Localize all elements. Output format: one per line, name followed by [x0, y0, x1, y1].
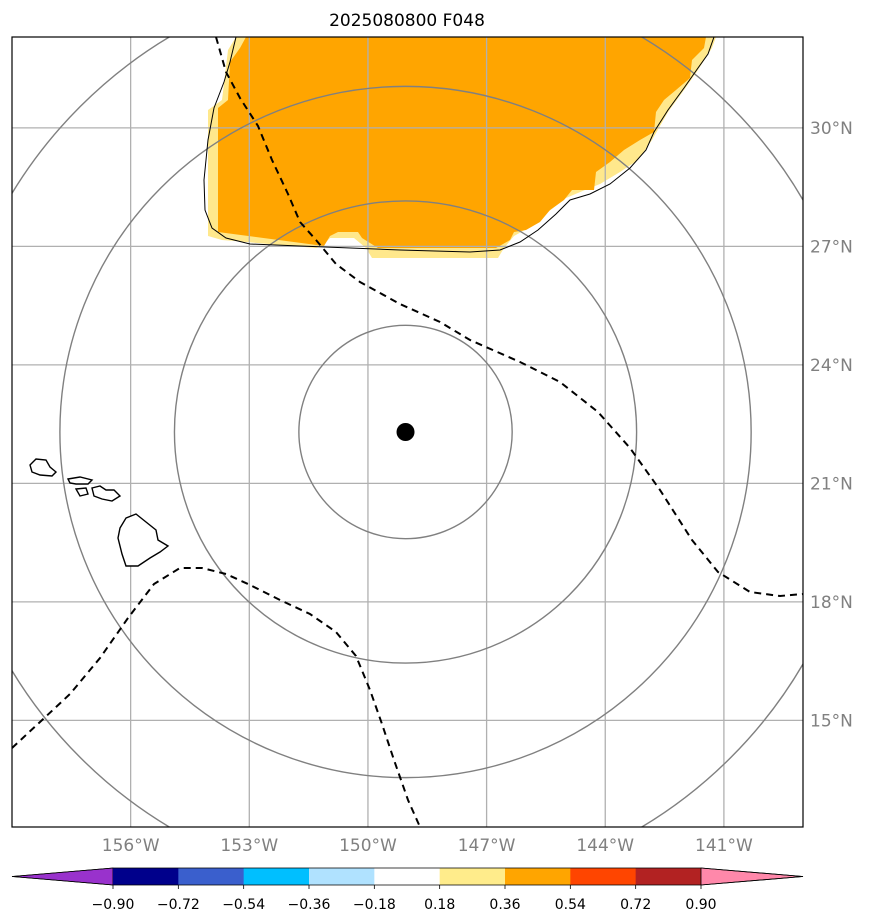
colorbar-tick-label: 0.18: [424, 897, 455, 913]
longitude-label: 147°W: [458, 836, 516, 856]
colorbar-tick-label: −0.90: [92, 897, 135, 913]
map-plot-area: [12, 37, 803, 827]
latitude-label: 24°N: [810, 356, 853, 376]
colorbar: −0.90 −0.72 −0.54 −0.36 −0.18 0.18 0.36 0.54 0.7…: [11, 867, 804, 913]
latitude-label: 30°N: [810, 119, 853, 139]
storm-center-marker: [396, 423, 415, 441]
colorbar-segment: [635, 868, 702, 885]
colorbar-segment: [113, 868, 179, 885]
dashed-contour-north: [215, 37, 803, 598]
latitude-label: 21°N: [810, 474, 853, 494]
longitude-label: 156°W: [102, 836, 160, 856]
longitude-label: 141°W: [695, 836, 753, 856]
colorbar-tick-label: −0.18: [353, 897, 396, 913]
range-ring: [298, 324, 513, 540]
longitude-label: 144°W: [576, 836, 634, 856]
colorbar-segment: [570, 868, 637, 885]
big-island: [117, 513, 170, 567]
colorbar-tick-label: −0.54: [222, 897, 265, 913]
longitude-tick-labels: 156°W 153°W 150°W 147°W 144°W 141°W: [102, 836, 753, 856]
latitude-label: 15°N: [810, 711, 853, 731]
colorbar-segment: [178, 868, 245, 885]
longitude-label: 150°W: [339, 836, 397, 856]
latitude-tick-labels: 30°N 27°N 24°N 21°N 18°N 15°N: [810, 119, 853, 731]
latitude-label: 27°N: [810, 237, 853, 257]
colorbar-segment: [439, 868, 506, 885]
colorbar-tick-label: −0.36: [288, 897, 331, 913]
graticule: [12, 37, 803, 827]
field-boundary-contour: [203, 37, 715, 253]
hawaii-coastline: [29, 458, 170, 567]
map-frame: [11, 36, 804, 828]
kauai-island: [29, 458, 58, 477]
colorbar-segment: [309, 868, 375, 885]
colorbar-tick-label: 0.72: [620, 897, 651, 913]
range-ring: [59, 85, 752, 779]
maui-county-islands: [74, 485, 122, 502]
colorbar-tick-label: 0.36: [489, 897, 520, 913]
colorbar-segment: [243, 868, 310, 885]
field-core-shading: [218, 37, 706, 248]
colorbar-tick-label: 0.90: [685, 897, 716, 913]
colorbar-extend-low: [11, 867, 114, 886]
colorbar-tick-label: −0.72: [157, 897, 200, 913]
colorbar-tick-label: 0.54: [555, 897, 586, 913]
longitude-label: 153°W: [220, 836, 278, 856]
oahu-island: [66, 476, 94, 485]
colorbar-segment: [374, 868, 441, 885]
colorbar-segment: [505, 868, 571, 885]
map-title: 2025080800 F048: [329, 11, 485, 31]
range-rings: [12, 37, 803, 827]
range-ring: [173, 200, 638, 664]
colorbar-extend-high: [700, 867, 804, 886]
dashed-contour-south: [12, 567, 421, 827]
latitude-label: 18°N: [810, 593, 853, 613]
